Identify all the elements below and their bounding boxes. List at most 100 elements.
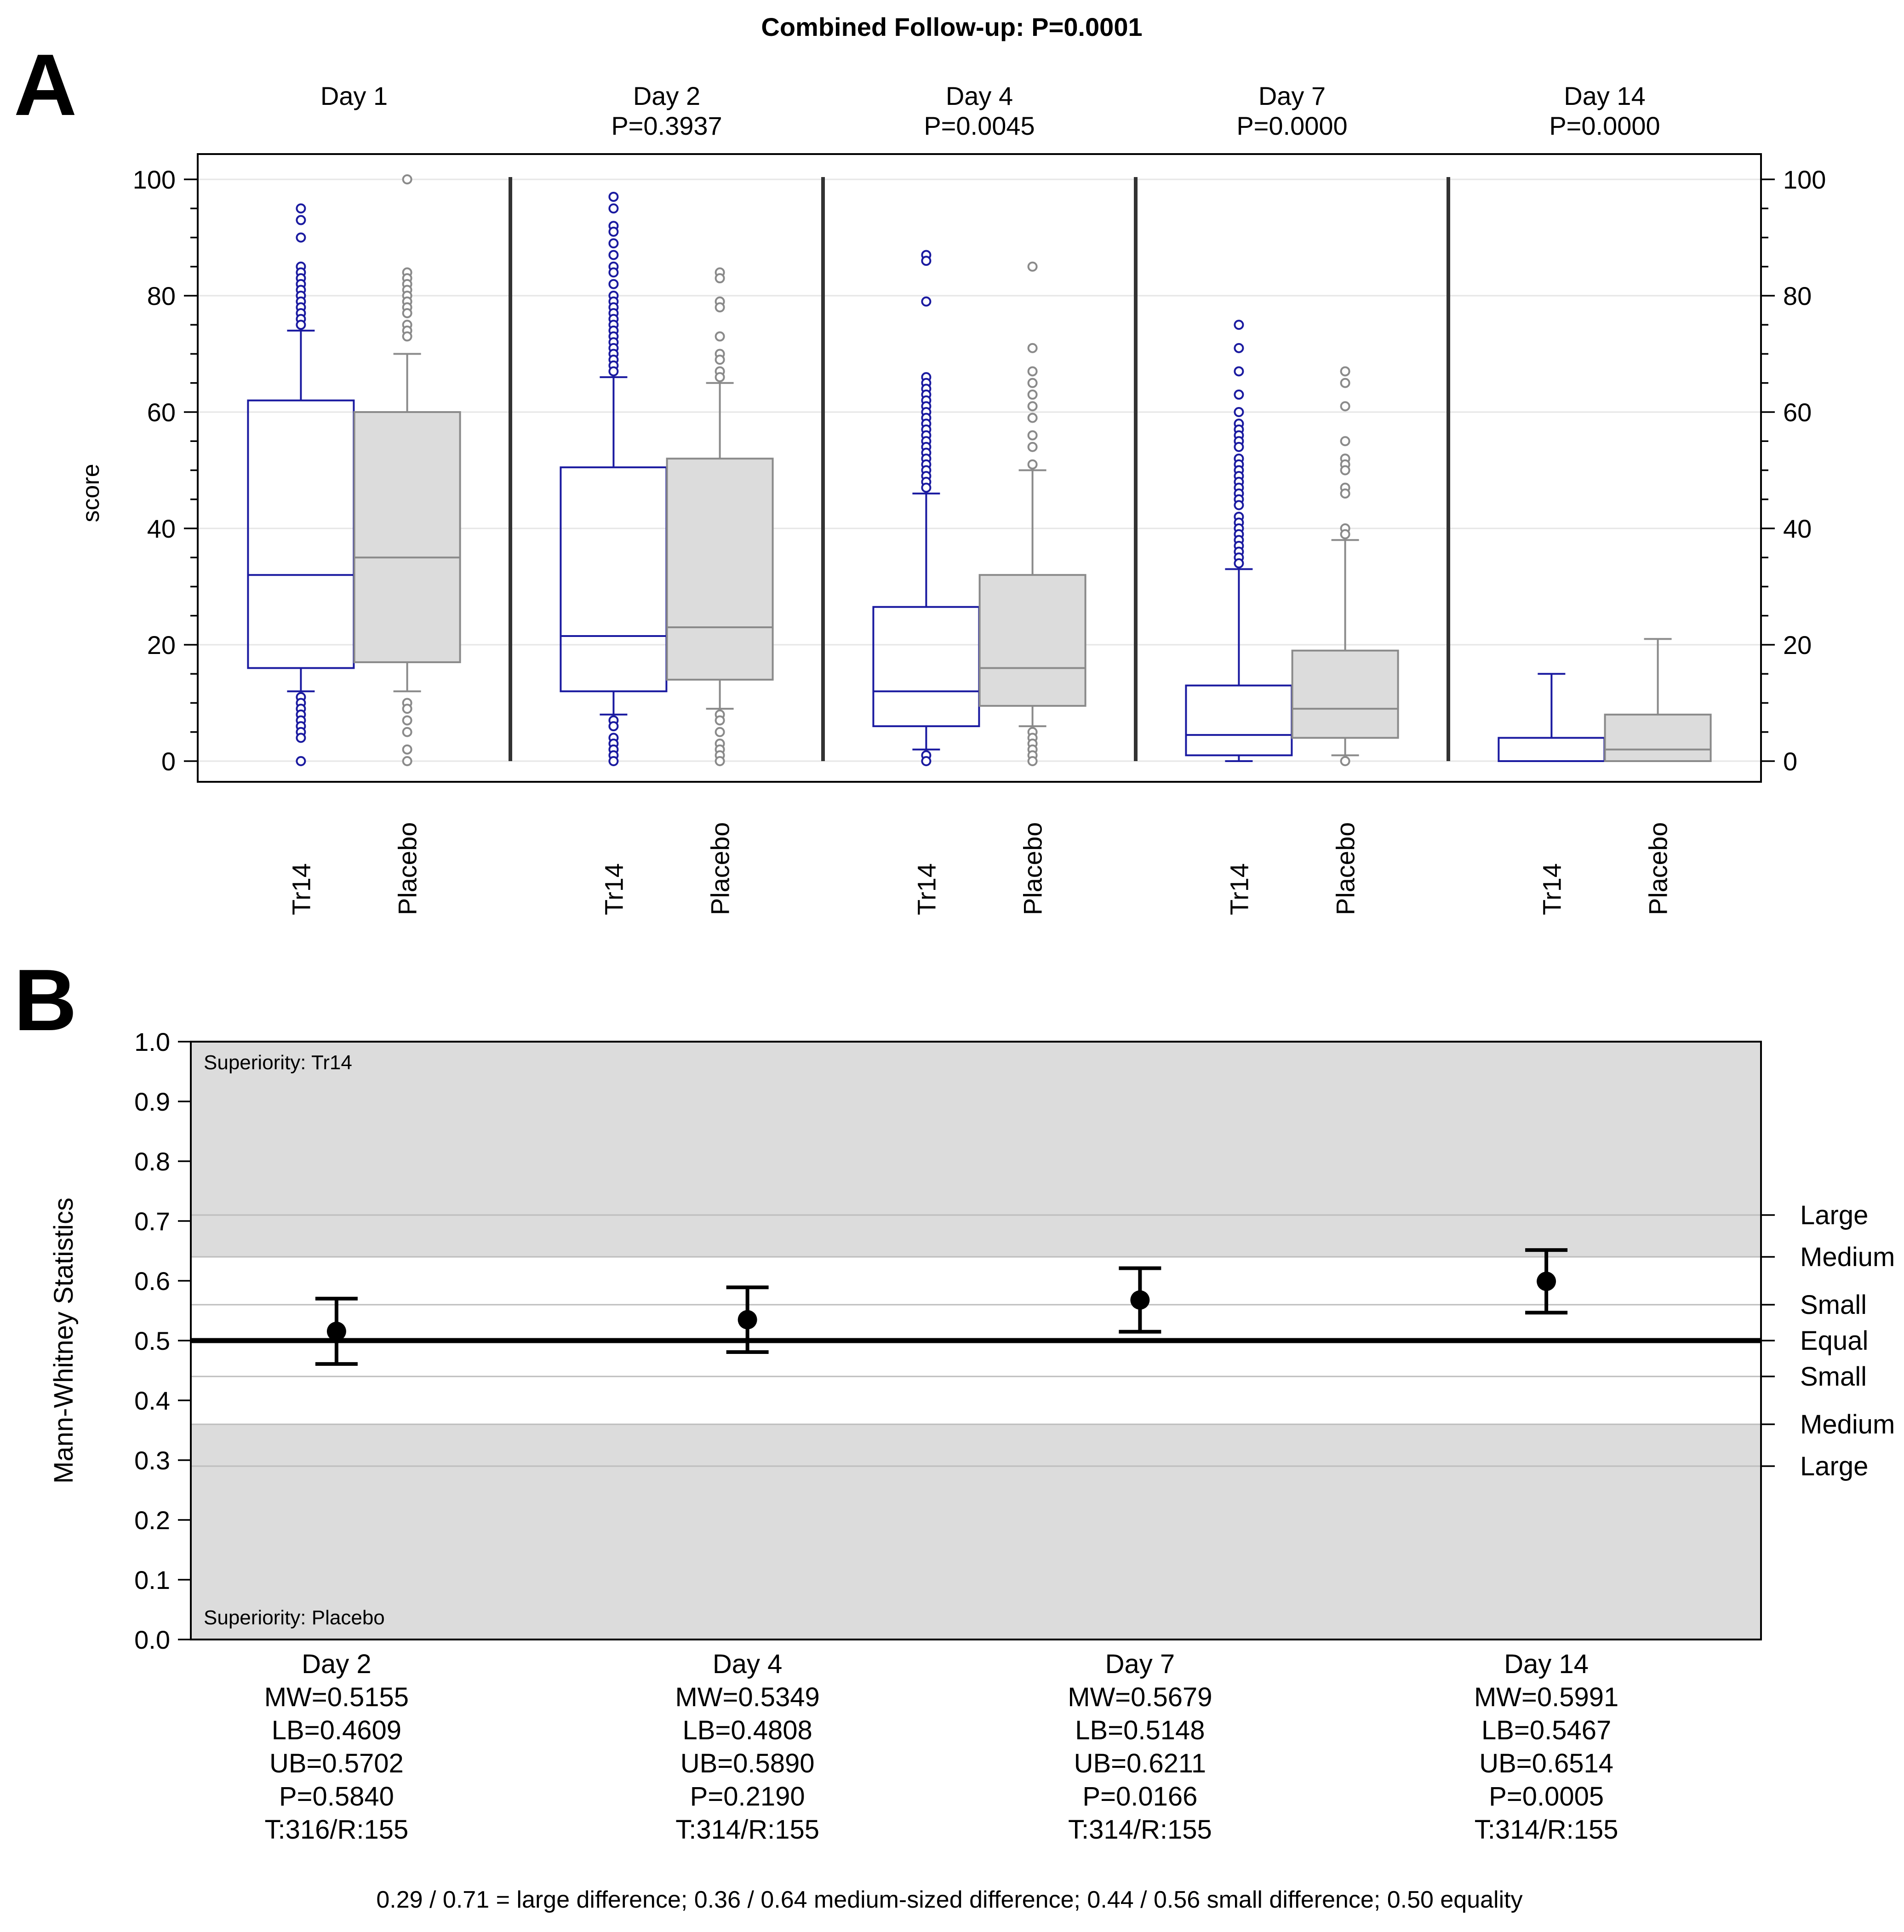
box-outlier [1027, 401, 1038, 412]
box-outlier [1234, 366, 1244, 377]
panel-a-day-label: Day 2 [633, 81, 700, 110]
box-body [666, 458, 774, 681]
box-outlier [296, 203, 306, 214]
panel-a-day-label: Day 14 [1564, 81, 1645, 110]
box-outlier [608, 267, 619, 278]
stat-value-line: MW=0.5991 [1474, 1682, 1618, 1712]
mw-estimate-point [1130, 1290, 1150, 1310]
panel-a-category-label: Placebo [706, 822, 735, 915]
panel-a-left-tick-label: 60 [147, 398, 176, 427]
box-outlier [402, 727, 412, 737]
panel-a-category-label: Placebo [1644, 822, 1673, 915]
stat-value-line: P=0.0005 [1489, 1782, 1604, 1812]
panel-b-left-tick-label: 0.1 [134, 1565, 170, 1594]
box-outlier [402, 174, 412, 184]
threshold-label: Large [1800, 1200, 1868, 1230]
panel-b-left-tick-label: 0.4 [134, 1386, 170, 1415]
box-outlier [1340, 465, 1350, 476]
stat-value-line: T:314/R:155 [1068, 1815, 1212, 1845]
box-outlier [402, 331, 412, 342]
box-outlier [1340, 529, 1350, 539]
box-outlier [608, 250, 619, 260]
panel-a-category-label: Placebo [1018, 822, 1047, 915]
mw-estimate-point [326, 1321, 346, 1341]
box-outlier [608, 279, 619, 289]
box-outlier [1027, 378, 1038, 388]
threshold-label: Medium [1800, 1410, 1895, 1439]
box-outlier [1340, 366, 1350, 377]
box-outlier [921, 756, 932, 766]
box-outlier [296, 733, 306, 743]
stat-value-line: LB=0.5148 [1075, 1715, 1205, 1745]
mw-estimate-point [1537, 1272, 1556, 1291]
region-bottom-label: Superiority: Placebo [204, 1606, 385, 1629]
box-outlier [402, 308, 412, 318]
box-outlier [296, 232, 306, 243]
panel-a-day-label: Day 7 [1258, 81, 1326, 110]
box-outlier [715, 727, 725, 737]
box-outlier [1027, 366, 1038, 377]
stat-value-line: UB=0.5702 [269, 1749, 404, 1778]
stat-value-line: UB=0.5890 [680, 1749, 815, 1778]
stat-day-label: Day 14 [1504, 1649, 1589, 1679]
box-outlier [715, 715, 725, 726]
box-outlier [296, 320, 306, 330]
mw-estimate-point [738, 1310, 757, 1330]
panel-a-left-tick-label: 40 [147, 514, 176, 543]
box-outlier [608, 721, 619, 732]
box-body [353, 411, 461, 663]
box-outlier [1234, 320, 1244, 330]
box-outlier [1027, 441, 1038, 452]
box-outlier [1234, 407, 1244, 417]
panel-a-category-label: Tr14 [1224, 863, 1253, 915]
box-outlier [921, 256, 932, 266]
panel-a-day-label: Day 4 [946, 81, 1013, 110]
main-title: Combined Follow-up: P=0.0001 [761, 12, 1142, 41]
stat-value-line: LB=0.4808 [683, 1715, 812, 1745]
box-outlier [1027, 390, 1038, 400]
panel-b-left-tick-label: 0.6 [134, 1267, 170, 1296]
box-outlier [1027, 430, 1038, 441]
region-top-label: Superiority: Tr14 [204, 1051, 352, 1074]
threshold-label: Large [1800, 1451, 1868, 1481]
box-outlier [608, 203, 619, 214]
panel-a-right-tick-label: 100 [1783, 165, 1826, 194]
superiority-placebo-region [191, 1424, 1761, 1640]
panel-a-right-tick-label: 60 [1783, 398, 1812, 427]
box-outlier [608, 756, 619, 766]
panel-b-y-axis-label: Mann-Whitney Statistics [49, 1198, 79, 1484]
box-outlier [296, 756, 306, 766]
panel-a-day-p-value: P=0.0000 [1236, 111, 1347, 140]
panel-b: 0.0 0.1 0.2 0.3 0.4 0.5 0.6 0.7 0.8 0.9 1.0 Mann-Wh… [49, 1027, 1895, 1845]
box-body [1604, 713, 1712, 762]
box-outlier [921, 296, 932, 307]
stat-value-line: P=0.5840 [279, 1782, 394, 1812]
box-outlier [1340, 436, 1350, 447]
panel-a-day-p-value: P=0.0045 [924, 111, 1035, 140]
box-body [1291, 649, 1399, 739]
panel-a-category-label: Tr14 [286, 863, 315, 915]
panel-a-letter: A [14, 36, 77, 134]
panel-a: 0 0 20 20 40 40 60 60 80 80 100 100 score Day 1 Tr14 Pl… [78, 81, 1826, 915]
threshold-label: Medium [1800, 1242, 1895, 1272]
box-outlier [1340, 488, 1350, 499]
box-outlier [402, 704, 412, 714]
box-outlier [608, 191, 619, 202]
threshold-label: Equal [1800, 1326, 1868, 1356]
panel-a-category-label: Tr14 [912, 863, 941, 915]
stat-value-line: UB=0.6211 [1074, 1749, 1206, 1778]
threshold-label: Small [1800, 1362, 1867, 1392]
box-outlier [1234, 343, 1244, 353]
stat-day-label: Day 4 [713, 1649, 783, 1679]
stat-value-line: MW=0.5155 [264, 1682, 409, 1712]
box-outlier [1234, 441, 1244, 452]
box-outlier [1234, 390, 1244, 400]
box-outlier [715, 355, 725, 365]
panel-b-left-tick-label: 0.2 [134, 1506, 170, 1535]
box-outlier [1027, 756, 1038, 766]
panel-a-y-axis-label: score [78, 464, 104, 522]
panel-a-left-tick-label: 20 [147, 631, 176, 659]
stat-value-line: UB=0.6514 [1479, 1749, 1613, 1778]
stat-day-label: Day 2 [302, 1649, 372, 1679]
